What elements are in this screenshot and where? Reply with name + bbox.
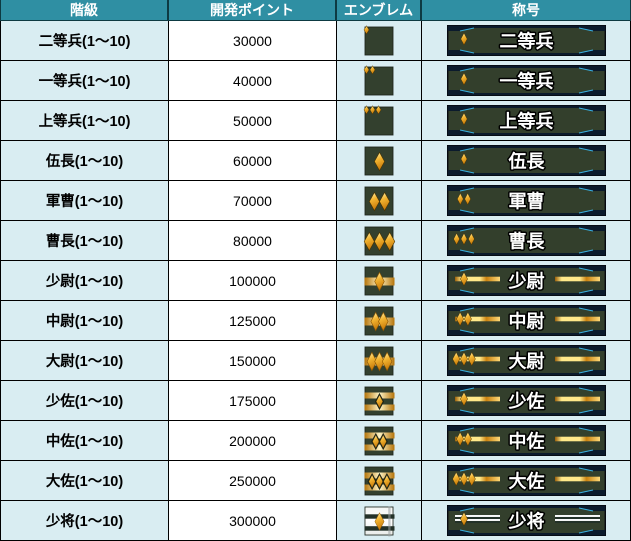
svg-text:中佐: 中佐 xyxy=(508,431,544,452)
svg-text:二等兵: 二等兵 xyxy=(499,31,553,52)
svg-text:伍長: 伍長 xyxy=(507,151,545,172)
svg-text:中尉: 中尉 xyxy=(508,311,544,332)
svg-text:少佐: 少佐 xyxy=(507,391,544,412)
svg-text:大佐: 大佐 xyxy=(508,471,544,492)
svg-text:上等兵: 上等兵 xyxy=(499,111,553,132)
svg-text:軍曹: 軍曹 xyxy=(508,192,544,212)
svg-text:曹長: 曹長 xyxy=(508,232,545,252)
svg-text:少尉: 少尉 xyxy=(507,271,544,292)
svg-text:一等兵: 一等兵 xyxy=(499,71,553,92)
svg-text:大尉: 大尉 xyxy=(508,351,544,372)
svg-text:少将: 少将 xyxy=(507,511,544,532)
